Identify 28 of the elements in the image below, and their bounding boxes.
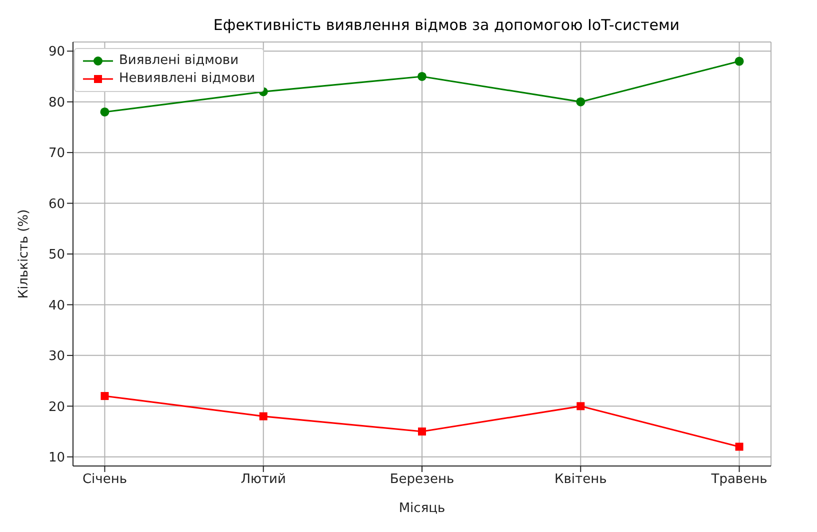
y-tick-label: 50 [48, 248, 65, 263]
y-tick-label: 20 [48, 400, 65, 415]
x-tick-label: Травень [710, 472, 768, 488]
legend-label: Виявлені відмови [119, 52, 239, 70]
x-tick-label: Січень [82, 472, 127, 488]
point [418, 72, 426, 81]
chart-title: Ефективність виявлення відмов за допомогою IoT-системи [212, 16, 681, 34]
point [734, 56, 744, 66]
point [100, 392, 109, 400]
y-tick-label: 30 [48, 349, 65, 364]
point [576, 402, 585, 410]
y-tick-label: 90 [48, 44, 65, 60]
point [735, 442, 744, 451]
x-tick-label: Квітень [554, 472, 607, 488]
x-axis-title: Місяць [398, 501, 446, 516]
y-axis-title: Кількість (%) [16, 209, 32, 299]
point [100, 107, 110, 116]
y-tick-label: 60 [48, 196, 65, 212]
point [576, 97, 586, 106]
point [259, 412, 268, 420]
y-tick-label: 80 [48, 95, 65, 110]
legend-label: Невиявлені відмови [119, 70, 256, 88]
y-tick-label: 40 [48, 298, 65, 314]
y-tick-label: 70 [48, 146, 65, 162]
x-tick-label: Березень [390, 472, 454, 488]
x-tick-label: Лютий [240, 472, 286, 488]
y-tick-label: 10 [48, 450, 65, 466]
point [418, 428, 426, 436]
